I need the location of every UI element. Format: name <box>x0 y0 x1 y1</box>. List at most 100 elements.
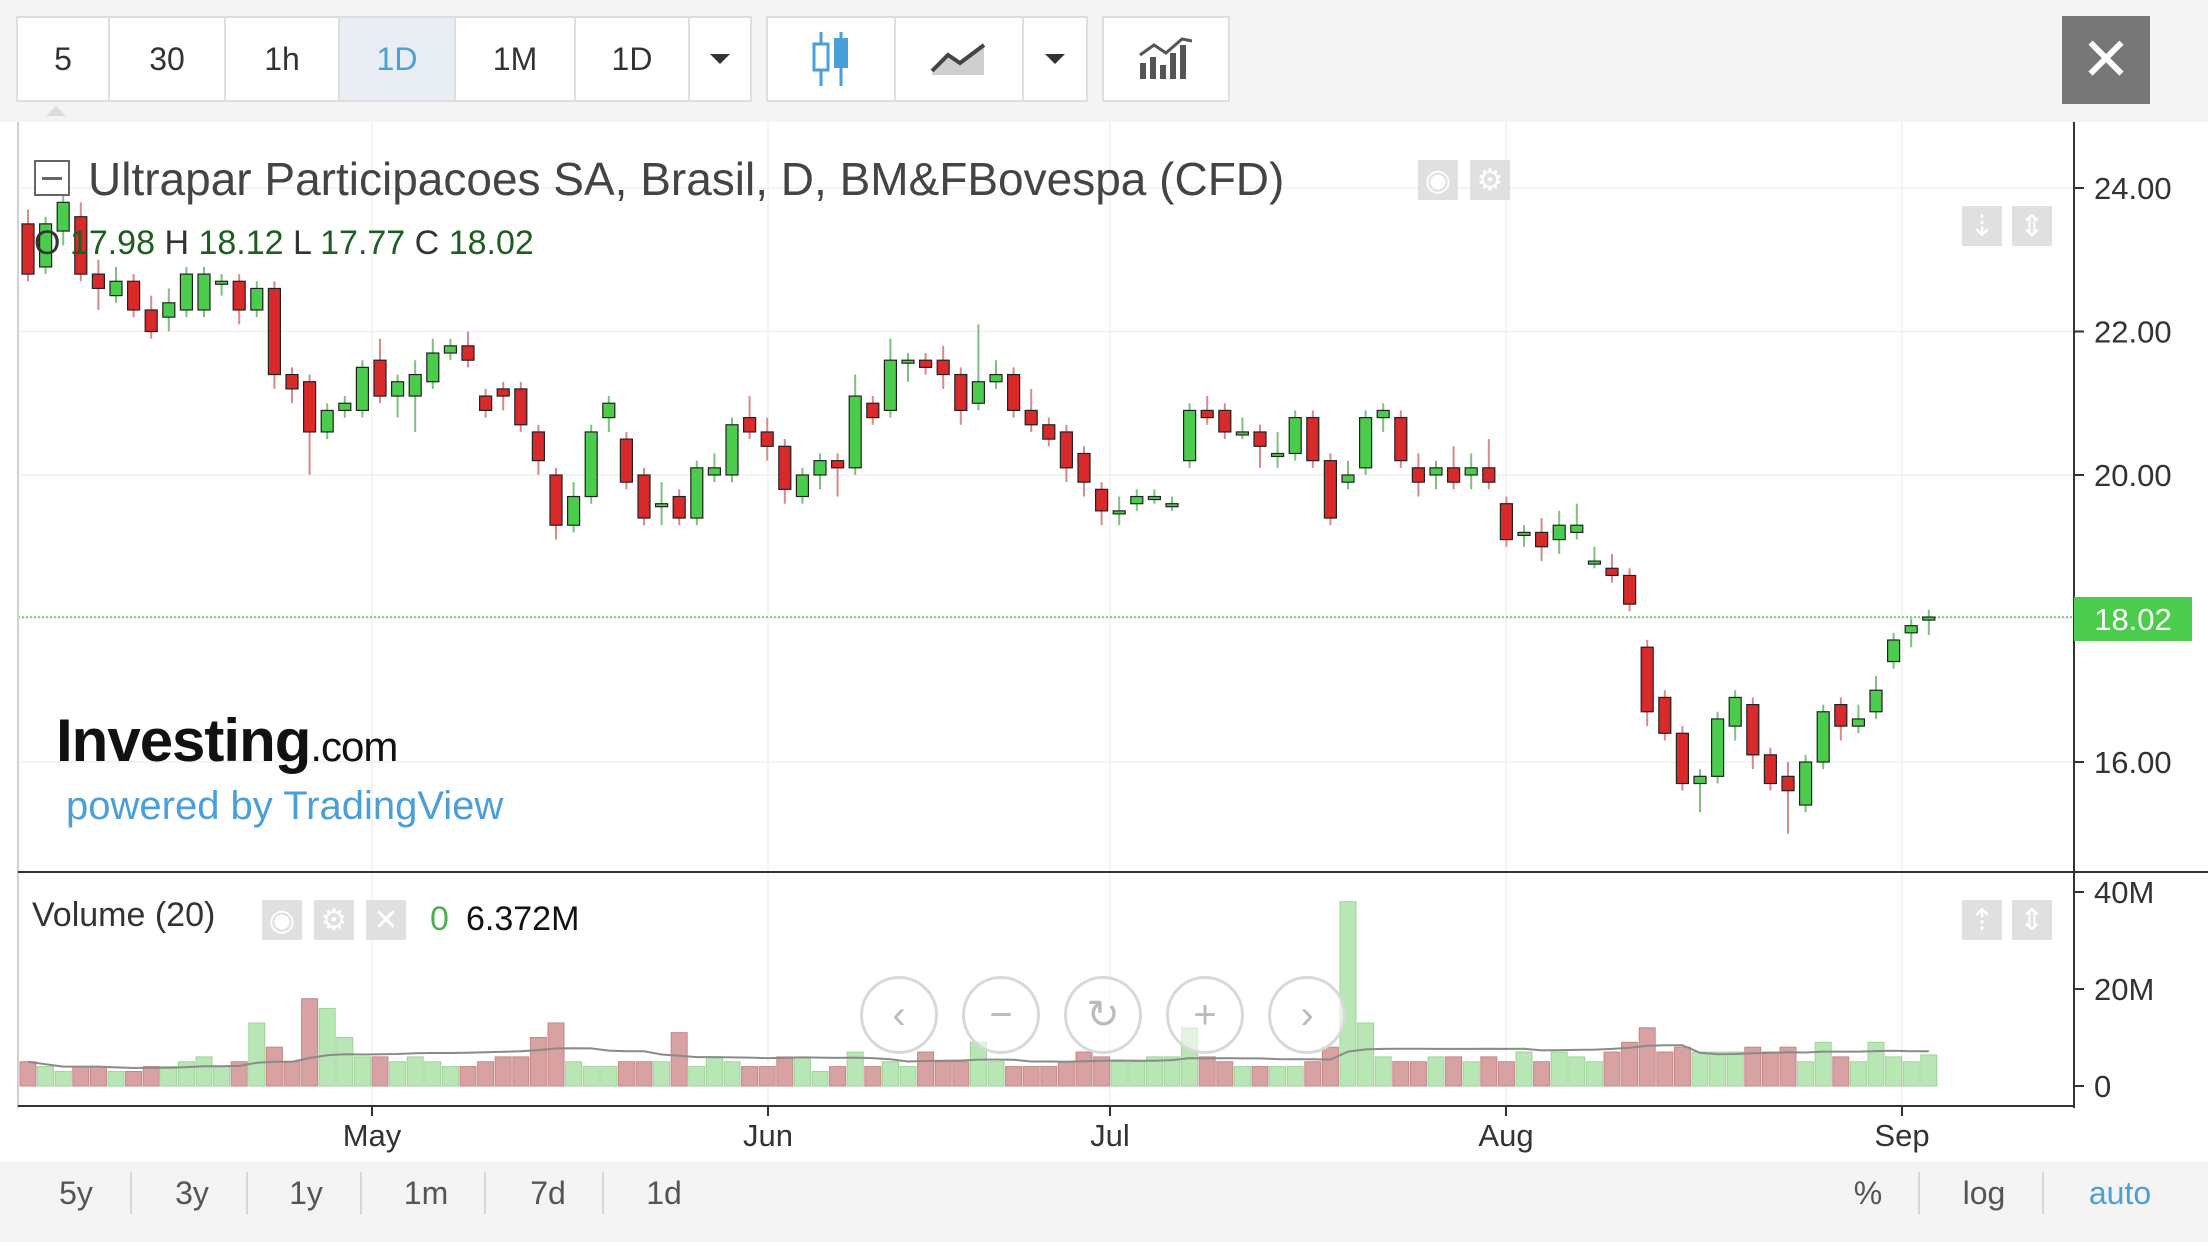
volume-tick-label: 20M <box>2094 972 2154 1007</box>
chart-style-candles-button[interactable] <box>766 16 896 102</box>
zoom-in-button[interactable]: + <box>1166 976 1244 1054</box>
candle <box>109 280 123 297</box>
close-icon[interactable]: ✕ <box>366 900 406 940</box>
volume-bar <box>1779 1046 1797 1087</box>
candle <box>918 359 933 368</box>
percent-scale-button[interactable]: % <box>1853 1174 1883 1211</box>
volume-bar <box>670 1032 688 1087</box>
volume-bar <box>1497 1061 1515 1087</box>
candle <box>514 388 528 426</box>
volume-bar <box>1145 1056 1163 1087</box>
candle <box>1429 467 1443 476</box>
chart-style-line-button[interactable] <box>894 16 1024 102</box>
price-tick-label: 24.00 <box>2094 171 2172 206</box>
ohlc-open-value: 17.98 <box>69 224 155 262</box>
volume-bar <box>635 1061 653 1087</box>
time-tick-label: Aug <box>1478 1118 1533 1153</box>
volume-bar <box>1849 1061 1867 1087</box>
volume-bar <box>89 1066 107 1087</box>
scroll-marker-icon <box>46 106 66 116</box>
scale-both-icon[interactable]: ⇕ <box>2012 206 2052 246</box>
volume-bar <box>653 1061 671 1087</box>
candle <box>866 402 880 419</box>
volume-bar <box>230 1061 248 1087</box>
candle <box>1552 524 1566 541</box>
candle <box>1094 488 1109 512</box>
scroll-right-button[interactable]: › <box>1268 976 1346 1054</box>
ohlc-open-label: O <box>34 224 61 262</box>
candle <box>1499 503 1514 541</box>
indicators-button[interactable] <box>1102 16 1230 102</box>
time-tick-label: Sep <box>1874 1118 1929 1153</box>
log-scale-button[interactable]: log <box>1962 1174 2006 1211</box>
volume-bar <box>177 1061 195 1087</box>
close-button[interactable]: ✕ <box>2062 16 2150 104</box>
ohlc-close-label: C <box>414 224 440 262</box>
ohlc-low-value: 17.77 <box>320 224 406 262</box>
volume-bar <box>1726 1051 1744 1087</box>
eye-icon[interactable]: ◉ <box>262 900 302 940</box>
candle <box>1446 467 1461 483</box>
reset-button[interactable]: ↻ <box>1064 976 1142 1054</box>
candle <box>1341 474 1355 483</box>
range-1y-button[interactable]: 1y <box>289 1174 323 1211</box>
volume-bar <box>1022 1066 1040 1087</box>
candle <box>778 445 792 490</box>
gear-icon[interactable]: ⚙ <box>314 900 354 940</box>
candle <box>901 359 915 364</box>
candle <box>426 352 440 383</box>
volume-bar <box>371 1056 389 1087</box>
candle <box>1869 689 1883 713</box>
volume-bar <box>829 1066 847 1087</box>
volume-bar <box>142 1066 160 1087</box>
interval-1m-button[interactable]: 1M <box>454 16 576 102</box>
volume-bar <box>565 1061 583 1087</box>
bottom-bar <box>0 1162 2208 1242</box>
candle <box>232 280 246 311</box>
range-7d-button[interactable]: 7d <box>530 1174 566 1211</box>
volume-bar <box>1515 1051 1533 1087</box>
chart-style-dropdown-button[interactable] <box>1022 16 1088 102</box>
ohlc-low-label: L <box>293 224 311 262</box>
volume-bar <box>406 1056 424 1087</box>
volume-bar <box>1357 1022 1375 1087</box>
gear-icon[interactable]: ⚙ <box>1470 160 1510 200</box>
last-price-badge: 18.02 <box>2074 597 2192 641</box>
auto-scale-button[interactable]: auto <box>2088 1174 2152 1211</box>
volume-bar <box>1656 1051 1674 1087</box>
zoom-out-button[interactable]: − <box>962 976 1040 1054</box>
scale-both-icon[interactable]: ⇕ <box>2012 900 2052 940</box>
collapse-icon[interactable] <box>34 160 70 196</box>
candle <box>602 402 616 419</box>
interval-1d-alt-button[interactable]: 1D <box>574 16 690 102</box>
volume-bar <box>283 1061 301 1087</box>
volume-bar <box>1533 1061 1551 1087</box>
candle <box>725 424 739 476</box>
candle <box>38 223 53 268</box>
scale-down-icon[interactable]: ⇣ <box>1962 206 2002 246</box>
candle <box>1006 373 1021 412</box>
interval-5-button[interactable]: 5 <box>16 16 110 102</box>
range-1m-button[interactable]: 1m <box>403 1174 449 1211</box>
volume-bar <box>1744 1046 1762 1087</box>
candle <box>373 359 387 397</box>
volume-bar <box>1885 1056 1903 1087</box>
volume-bar <box>424 1061 442 1087</box>
candle <box>742 417 757 433</box>
scale-up-icon[interactable]: ⇡ <box>1962 900 2002 940</box>
range-3y-button[interactable]: 3y <box>175 1174 209 1211</box>
interval-1d-button[interactable]: 1D <box>338 16 456 102</box>
interval-dropdown-button[interactable] <box>688 16 752 102</box>
volume-bar <box>1867 1041 1885 1087</box>
volume-bar <box>1269 1066 1287 1087</box>
range-5y-button[interactable]: 5y <box>59 1174 93 1211</box>
volume-bar <box>1286 1066 1304 1087</box>
interval-1h-button[interactable]: 1h <box>224 16 340 102</box>
candle <box>619 438 634 483</box>
candle <box>1851 718 1866 727</box>
volume-bars <box>19 901 1938 1087</box>
range-1d-button[interactable]: 1d <box>646 1174 682 1211</box>
scroll-left-button[interactable]: ‹ <box>860 976 938 1054</box>
eye-icon[interactable]: ◉ <box>1418 160 1458 200</box>
